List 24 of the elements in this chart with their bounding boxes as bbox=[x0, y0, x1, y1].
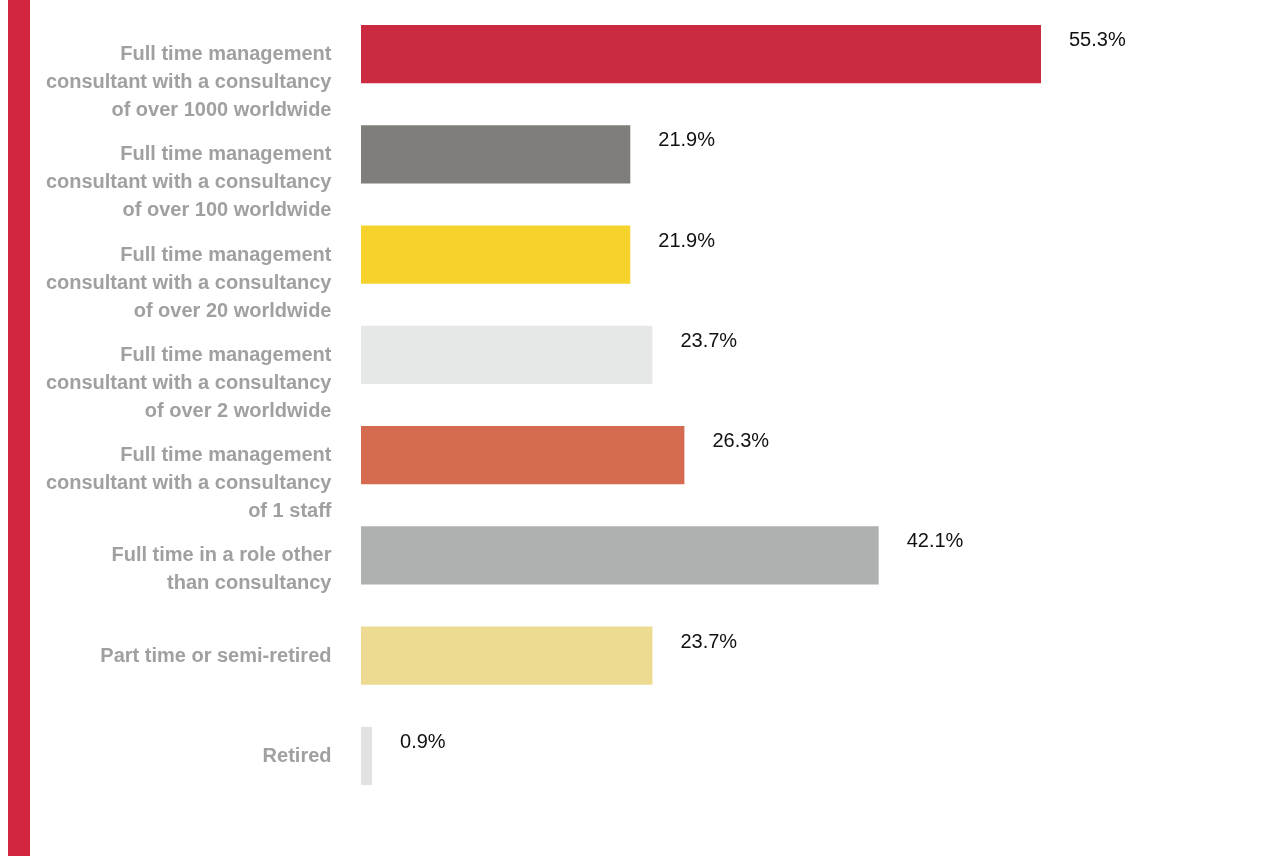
y-tick-label: Full time management consultant with a consultancy of 1 staff bbox=[45, 443, 333, 522]
y-tick-label: Full time management consultant with a consultancy of over 20 worldwide bbox=[45, 242, 333, 321]
y-tick-label: Full time in a role other than consultancy bbox=[111, 543, 333, 594]
data-label: 23.7% bbox=[680, 328, 738, 351]
bar bbox=[361, 526, 879, 585]
data-label: 21.9% bbox=[658, 128, 716, 151]
bar bbox=[361, 225, 631, 284]
data-label: 55.3% bbox=[1069, 28, 1126, 51]
y-tick-label: Part time or semi-retired bbox=[100, 643, 332, 666]
bar bbox=[361, 426, 685, 485]
y-tick-label: Full time management consultant with a consultancy of over 2 worldwide bbox=[45, 342, 333, 421]
bar bbox=[361, 325, 653, 384]
data-label: 26.3% bbox=[712, 429, 770, 452]
data-label: 0.9% bbox=[400, 729, 446, 752]
data-label: 21.9% bbox=[658, 228, 716, 251]
y-tick-label: Full time management consultant with a consultancy of over 1000 worldwide bbox=[45, 42, 333, 121]
y-tick-label: Full time management consultant with a consultancy of over 100 worldwide bbox=[45, 142, 333, 221]
data-label: 42.1% bbox=[906, 529, 964, 552]
bar bbox=[361, 626, 653, 685]
data-label: 23.7% bbox=[680, 629, 738, 652]
y-tick-label: Retired bbox=[262, 743, 332, 766]
bar bbox=[361, 726, 373, 785]
bar bbox=[361, 125, 631, 184]
bar bbox=[361, 25, 1041, 84]
